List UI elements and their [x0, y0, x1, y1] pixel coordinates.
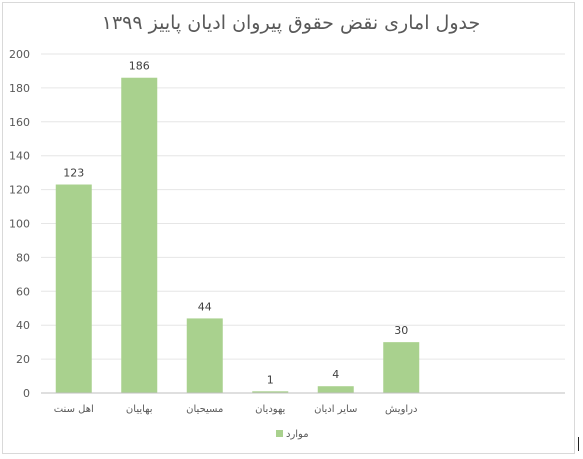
- y-tick-label: 80: [16, 251, 30, 264]
- y-tick-label: 120: [9, 184, 30, 197]
- y-tick-label: 60: [16, 285, 30, 298]
- legend-label: موارد: [286, 429, 309, 440]
- text-cursor-mark: [578, 437, 579, 451]
- bar: [317, 386, 354, 393]
- data-label: 30: [394, 324, 408, 337]
- gridlines: [41, 53, 565, 360]
- chart-title: جدول اماری نقض حقوق پیروان ادیان پاییز ۱…: [102, 12, 480, 34]
- y-tick-label: 180: [9, 82, 30, 95]
- y-tick-label: 100: [9, 218, 30, 231]
- data-labels: 123 186 44 1 4 30: [63, 60, 408, 387]
- x-tick-label: اهل سنت: [54, 404, 94, 415]
- bar: [121, 77, 158, 393]
- bar: [186, 318, 223, 393]
- x-axis-ticks: اهل سنت بهاییان مسیحیان یهودیان سایر ادیان در…: [54, 404, 418, 415]
- data-label: 4: [332, 368, 339, 381]
- y-tick-label: 160: [9, 116, 30, 129]
- data-label: 44: [198, 300, 212, 313]
- y-tick-label: 0: [23, 387, 30, 400]
- data-label: 123: [63, 167, 84, 180]
- x-tick-label: دراویش: [385, 404, 417, 415]
- legend: موارد: [276, 429, 309, 440]
- legend-swatch: [276, 430, 283, 437]
- chart-frame: [2, 2, 575, 454]
- bars: [55, 77, 420, 393]
- bar: [55, 184, 92, 393]
- bar: [383, 342, 420, 393]
- y-tick-label: 20: [16, 353, 30, 366]
- x-tick-label: سایر ادیان: [314, 404, 357, 415]
- data-label: 1: [267, 373, 274, 386]
- y-axis-ticks: 0 20 40 60 80 100 120 140 160 180 200: [9, 48, 30, 400]
- data-label: 186: [129, 60, 150, 73]
- x-tick-label: مسیحیان: [186, 404, 223, 415]
- x-tick-label: یهودیان: [255, 404, 285, 415]
- bar: [252, 391, 289, 393]
- x-tick-label: بهاییان: [126, 404, 153, 415]
- y-tick-label: 200: [9, 48, 30, 61]
- y-tick-label: 40: [16, 319, 30, 332]
- y-tick-label: 140: [9, 150, 30, 163]
